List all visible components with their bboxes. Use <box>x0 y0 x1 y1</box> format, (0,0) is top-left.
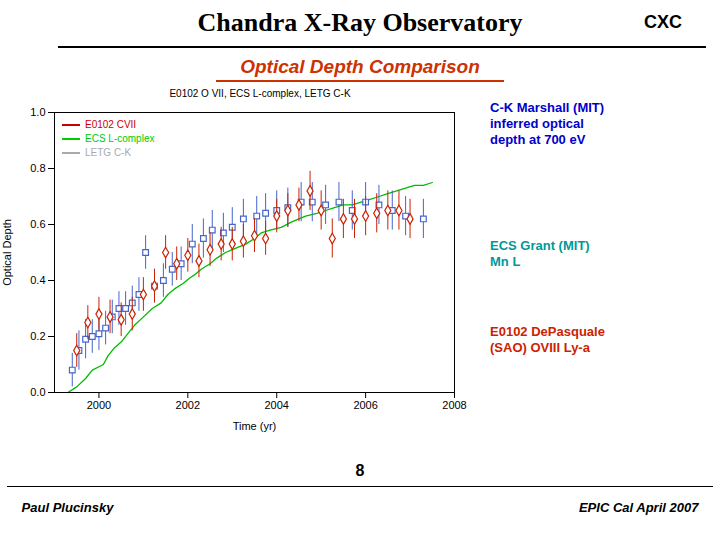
html-text:Optical Depth Comparison: Optical Depth Comparison <box>240 56 480 77</box>
html-text:E0102 DePasquale (SAO) OVIII L: E0102 DePasquale (SAO) OVIII Ly-a <box>490 324 605 355</box>
html-text:C-K Marshall (MIT) inferred op: C-K Marshall (MIT) inferred optical dept… <box>490 100 605 147</box>
svg-text:2002: 2002 <box>176 399 200 411</box>
svg-text:Time (yr): Time (yr) <box>233 420 277 432</box>
svg-text:1.0: 1.0 <box>30 106 45 118</box>
svg-text:2008: 2008 <box>442 399 466 411</box>
html-text:CXC: CXC <box>644 12 682 32</box>
svg-text:2006: 2006 <box>353 399 377 411</box>
html-text:Chandra X-Ray Observatory: Chandra X-Ray Observatory <box>197 8 523 37</box>
html-text:Paul Plucinsky: Paul Plucinsky <box>21 500 114 515</box>
svg-text:Optical Depth: Optical Depth <box>1 219 13 286</box>
svg-text:0.6: 0.6 <box>30 218 45 230</box>
html-text:ECS L-complex: ECS L-complex <box>85 133 155 144</box>
html-text:LETG C-K: LETG C-K <box>85 147 132 158</box>
html-text:E0102 CVII: E0102 CVII <box>85 119 137 130</box>
svg-text:0.8: 0.8 <box>30 162 45 174</box>
html-text:ECS Grant (MIT) Mn L: ECS Grant (MIT) Mn L <box>490 238 590 269</box>
svg-text:2004: 2004 <box>264 399 288 411</box>
html-text:E0102 O VII, ECS L-complex, LE: E0102 O VII, ECS L-complex, LETG C-K <box>169 88 351 99</box>
svg-text:0.4: 0.4 <box>30 274 45 286</box>
html-text:EPIC Cal April 2007: EPIC Cal April 2007 <box>578 500 699 515</box>
svg-text:0.2: 0.2 <box>30 330 45 342</box>
svg-text:0.0: 0.0 <box>30 386 45 398</box>
svg-text:2000: 2000 <box>87 399 111 411</box>
html-text:8: 8 <box>355 462 365 479</box>
